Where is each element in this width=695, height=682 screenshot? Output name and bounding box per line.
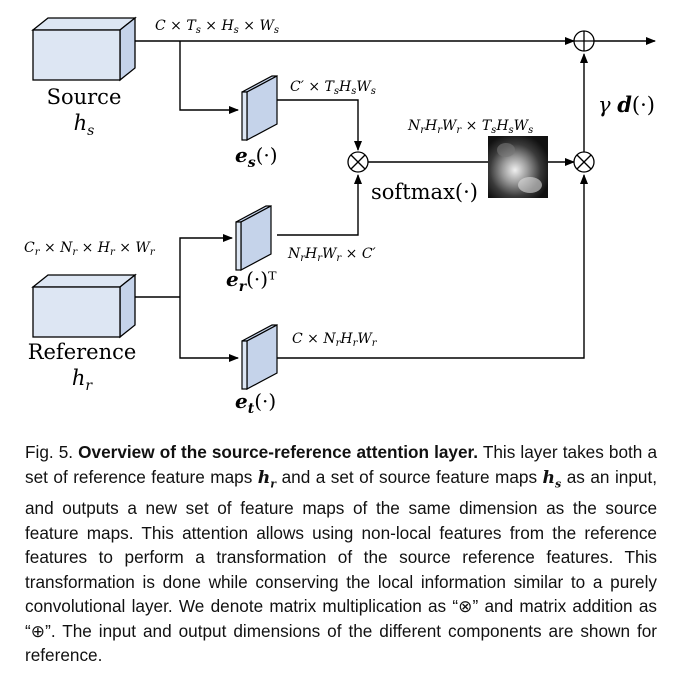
caption-text-1: This layer takes both a set of reference…: [25, 442, 658, 487]
source-to-es-arrow: [179, 41, 239, 114]
figure-caption: Fig. 5. Overview of the source-reference…: [25, 440, 657, 668]
gamma-label: γ d(·): [598, 92, 655, 117]
dim-source-top: C × Ts × Hs × Ws: [155, 18, 279, 36]
source-var: hs: [74, 111, 95, 139]
caption-var-hs: hs: [542, 467, 562, 490]
es-label: es(·): [235, 143, 278, 171]
attention-heatmap: [488, 136, 548, 198]
er-to-mult-arrow: [277, 174, 362, 236]
source-box: [31, 16, 137, 82]
fig-label: Fig. 5.: [25, 442, 74, 462]
mult-node-1: [347, 151, 369, 173]
ref-to-et-arrow: [179, 297, 239, 362]
es-block: [241, 75, 278, 141]
er-label: er(·)ᵀ: [226, 267, 277, 295]
attention-diagram: Source hs Reference hr C × Ts × Hs × Ws …: [24, 16, 656, 417]
add-node: [573, 30, 595, 52]
caption-var-hr: hr: [257, 467, 277, 490]
es-to-mult-arrow: [277, 99, 362, 151]
et-block: [241, 324, 278, 390]
mult-node-2: [573, 151, 595, 173]
dim-er-out: NrHrWr × C′: [287, 246, 377, 264]
caption-title: Overview of the source-reference attenti…: [78, 442, 479, 462]
ref-to-er-arrow: [179, 234, 233, 297]
dim-et-out: C × NrHrWr: [292, 331, 378, 349]
caption-text-3: as an input, and outputs a new set of fe…: [25, 466, 658, 666]
dim-attention: NrHrWr × TsHsWs: [407, 118, 533, 136]
reference-label: Reference: [28, 340, 137, 364]
et-to-mult-arrow: [277, 174, 588, 359]
caption-text-2: and a set of source feature maps: [281, 466, 538, 487]
source-label: Source: [47, 85, 122, 109]
er-block: [235, 205, 272, 271]
softmax-label: softmax(·): [371, 180, 478, 204]
reference-box: [31, 273, 137, 339]
et-label: et(·): [235, 389, 276, 417]
dim-es-out: C′ × TsHsWs: [290, 79, 376, 97]
diagram-canvas: Source hs Reference hr C × Ts × Hs × Ws …: [24, 16, 656, 417]
reference-var: hr: [72, 366, 94, 394]
dim-ref-in: Cr × Nr × Hr × Wr: [24, 240, 156, 258]
